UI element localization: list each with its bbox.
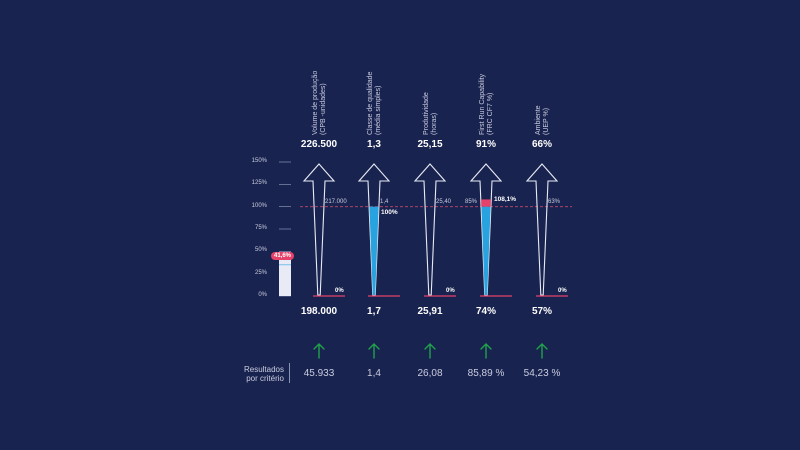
criterion-progress-fill — [369, 206, 379, 295]
criterion-progress-fill — [481, 206, 491, 295]
criterion-reference-value: 85% — [465, 198, 478, 205]
y-tick-label: 25% — [254, 269, 267, 276]
criterion-target-value: 25,15 — [417, 139, 443, 150]
up-arrow-icon — [480, 343, 492, 359]
criterion-baseline-value: 25,91 — [417, 306, 443, 317]
criterion-target-value: 91% — [475, 139, 496, 150]
criterion-baseline-value: 1,7 — [367, 306, 381, 317]
criterion-reference-value: 63% — [548, 198, 561, 205]
criterion-label-line1: Produtividade — [423, 92, 430, 135]
criterion-label-line1: First Run Capability — [479, 73, 486, 135]
criterion-result-value: 45.933 — [303, 368, 335, 379]
results-title: Resultados por critério — [238, 365, 284, 383]
criterion-label-line2: (UEP %) — [543, 107, 550, 135]
criterion-target-value: 1,3 — [367, 139, 381, 150]
y-tick-label: 75% — [254, 225, 267, 231]
global-progress-badge: 41,6% — [271, 251, 295, 260]
up-arrow-icon — [313, 343, 325, 359]
results-title-line2: por critério — [246, 374, 284, 383]
criterion-label-line2: (média simples) — [375, 85, 382, 135]
y-tick-label: 0% — [258, 292, 267, 298]
criterion-result-value: 85,89 % — [467, 368, 505, 379]
criterion-arrow-outline — [525, 163, 559, 296]
criterion-label: Produtividade (horas) — [423, 92, 439, 135]
criterion-progress-label: 100% — [381, 208, 398, 216]
criterion-label-line2: (FRC CF7 %) — [487, 92, 494, 135]
criterion-label: Classe de qualidade (média simples) — [367, 72, 383, 135]
criterion-label: First Run Capability (FRC CF7 %) — [479, 74, 495, 135]
criterion-progress-label: 108,1% — [494, 196, 517, 204]
criterion-label-line1: Classe de qualidade — [367, 71, 374, 135]
criterion-result-value: 54,23 % — [523, 368, 561, 379]
y-tick-label: 100% — [251, 202, 267, 209]
criterion-reference-value: 217.000 — [325, 198, 347, 205]
criterion-label-line2: (horas) — [431, 112, 438, 135]
criterion-overflow-fill — [481, 199, 491, 207]
criterion-label-line1: Volume de produção — [312, 70, 319, 135]
criterion-reference-value: 1,4 — [380, 198, 389, 205]
criterion-baseline-value: 198.000 — [300, 306, 338, 317]
up-arrow-icon — [368, 343, 380, 359]
global-progress-bar — [279, 258, 291, 296]
y-tick-label: 150% — [251, 158, 267, 164]
criterion-target-value: 226.500 — [300, 139, 338, 150]
criterion-progress-label: 0% — [558, 288, 567, 294]
criterion-label: Ambiente (UEP %) — [535, 105, 551, 135]
criterion-reference-value: 25,40 — [436, 198, 452, 205]
criterion-label-line1: Ambiente — [535, 105, 542, 135]
criterion-progress-label: 0% — [335, 288, 344, 294]
up-arrow-icon — [424, 343, 436, 359]
criterion-arrow-outline — [413, 163, 447, 296]
criterion-target-value: 66% — [531, 139, 552, 150]
results-title-line1: Resultados — [243, 365, 284, 374]
criterion-label-line2: (CPB -unidades) — [320, 83, 327, 135]
results-divider — [289, 363, 290, 383]
y-tick-label: 50% — [254, 247, 267, 254]
criterion-baseline-value: 57% — [531, 306, 552, 317]
up-arrow-icon — [536, 343, 548, 359]
criterion-arrow-outline — [302, 163, 336, 296]
criterion-result-value: 1,4 — [367, 368, 381, 379]
criterion-baseline-value: 74% — [475, 306, 496, 317]
y-tick-label: 125% — [251, 180, 267, 187]
criterion-progress-label: 0% — [446, 288, 455, 294]
criterion-label: Volume de produção (CPB -unidades) — [312, 71, 328, 135]
criterion-result-value: 26,08 — [417, 368, 443, 379]
